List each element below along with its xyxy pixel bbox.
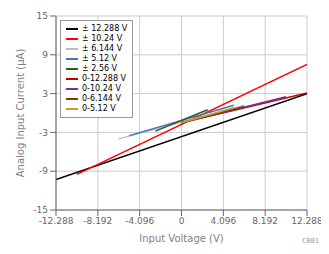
svg-text:4.096: 4.096: [210, 216, 236, 226]
html-text:0-6.144 V: 0-6.144 V: [82, 94, 121, 103]
html-text:± 6.144 V: ± 6.144 V: [82, 44, 123, 53]
svg-text:15: 15: [37, 11, 48, 21]
svg-text:-3: -3: [39, 128, 48, 138]
html-text:± 10.24 V: ± 10.24 V: [82, 34, 123, 43]
html-text:0-5.12 V: 0-5.12 V: [82, 104, 116, 113]
html-text:± 5.12 V: ± 5.12 V: [82, 54, 118, 63]
svg-text:Analog Input Current (μA): Analog Input Current (μA): [15, 49, 26, 178]
svg-text:8.192: 8.192: [252, 216, 278, 226]
svg-text:-4.096: -4.096: [125, 216, 154, 226]
html-text:0-12.288 V: 0-12.288 V: [82, 74, 126, 83]
svg-text:-12.288: -12.288: [39, 216, 74, 226]
html-text:± 12.288 V: ± 12.288 V: [82, 24, 128, 33]
html-text:± 2.56 V: ± 2.56 V: [82, 64, 118, 73]
html-text:C001: C001: [302, 237, 319, 245]
svg-text:12.288: 12.288: [291, 216, 321, 226]
svg-text:3: 3: [42, 89, 48, 99]
svg-text:-8.192: -8.192: [83, 216, 112, 226]
svg-text:Input Voltage (V): Input Voltage (V): [139, 233, 224, 244]
svg-text:-9: -9: [39, 166, 48, 176]
svg-text:0: 0: [179, 216, 185, 226]
svg-text:-15: -15: [33, 205, 48, 215]
svg-text:9: 9: [42, 50, 48, 60]
html-text:0-10.24 V: 0-10.24 V: [82, 84, 121, 93]
